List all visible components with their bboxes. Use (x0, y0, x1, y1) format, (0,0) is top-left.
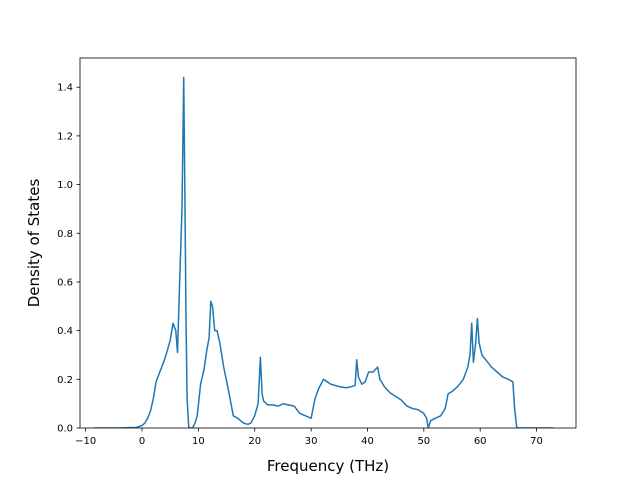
x-tick-label: 40 (361, 436, 374, 447)
y-tick-label: 1.0 (57, 180, 73, 191)
x-tick-label: 20 (248, 436, 261, 447)
dos-series-line (94, 76, 554, 428)
y-tick-label: 0.8 (57, 229, 73, 240)
x-axis-ticks: −10 0 10 20 30 40 50 60 70 (75, 428, 543, 447)
y-tick-label: 0.0 (57, 424, 73, 435)
x-tick-label: 30 (305, 436, 318, 447)
y-tick-label: 0.2 (57, 375, 73, 386)
plot-frame (79, 57, 577, 429)
y-tick-label: 0.4 (57, 326, 73, 337)
y-tick-label: 0.6 (57, 277, 73, 288)
x-tick-label: 50 (417, 436, 430, 447)
y-axis-label: Density of States (25, 179, 43, 308)
x-tick-label: −10 (75, 436, 96, 447)
y-tick-label: 1.4 (57, 83, 73, 94)
x-tick-label: 60 (474, 436, 487, 447)
x-axis-label: Frequency (THz) (267, 457, 389, 475)
x-tick-label: 10 (192, 436, 205, 447)
y-tick-label: 1.2 (57, 131, 73, 142)
x-tick-label: 70 (530, 436, 543, 447)
plot-area (79, 57, 577, 429)
y-axis-ticks: 0.0 0.2 0.4 0.6 0.8 1.0 1.2 1.4 (57, 83, 80, 435)
x-tick-label: 0 (139, 436, 145, 447)
